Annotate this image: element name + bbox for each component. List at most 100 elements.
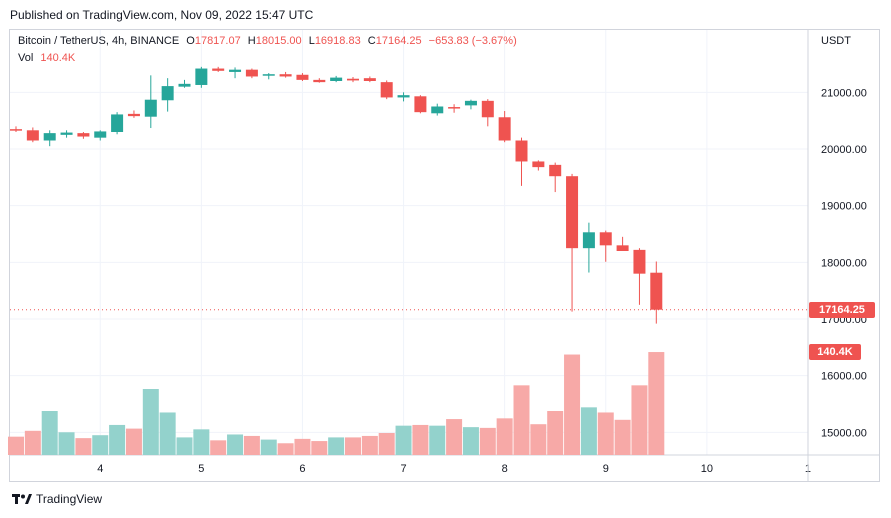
published-caption: Published on TradingView.com, Nov 09, 20… bbox=[10, 8, 314, 22]
high-label: H bbox=[247, 35, 256, 47]
volume-bar bbox=[429, 425, 446, 455]
y-tick-label: 20000.00 bbox=[821, 144, 867, 156]
candle-body bbox=[313, 79, 326, 83]
volume-bar bbox=[328, 437, 345, 455]
candle-body bbox=[10, 129, 22, 131]
volume-bar bbox=[159, 412, 176, 455]
y-tick-label: 19000.00 bbox=[821, 201, 867, 213]
candle-body bbox=[111, 114, 124, 132]
candle-body bbox=[94, 131, 107, 138]
candle-body bbox=[616, 245, 629, 251]
candle-body bbox=[212, 68, 225, 71]
candle-body bbox=[330, 77, 343, 81]
candle-body bbox=[566, 176, 579, 249]
volume-bar bbox=[311, 441, 328, 455]
candle-body bbox=[60, 132, 73, 135]
y-tick-label: 16000.00 bbox=[821, 371, 867, 383]
candle-body bbox=[127, 113, 140, 117]
symbol-label: Bitcoin / TetherUS, 4h, BINANCE bbox=[18, 35, 180, 47]
volume-label: Vol bbox=[18, 52, 34, 64]
candle-body bbox=[397, 95, 410, 98]
volume-bar bbox=[176, 437, 193, 455]
candle-body bbox=[464, 100, 477, 106]
volume-badge: 140.4K bbox=[809, 344, 861, 361]
candle-body bbox=[650, 272, 663, 310]
candle-body bbox=[599, 232, 612, 246]
candle-body bbox=[380, 82, 393, 98]
volume-bar bbox=[41, 411, 58, 455]
candle-body bbox=[431, 106, 444, 114]
candle-body bbox=[363, 78, 376, 81]
volume-bar bbox=[92, 435, 109, 455]
volume-bar bbox=[648, 352, 665, 455]
volume-bar bbox=[580, 407, 597, 455]
symbol-legend: Bitcoin / TetherUS, 4h, BINANCE O17817.0… bbox=[18, 35, 521, 47]
volume-bar bbox=[193, 429, 210, 455]
volume-bar bbox=[547, 411, 564, 455]
candle-body bbox=[347, 78, 359, 81]
x-tick-label: 10 bbox=[701, 463, 713, 475]
high-value: 18015.00 bbox=[255, 35, 302, 47]
open-value: 17817.07 bbox=[194, 35, 241, 47]
tradingview-brand-text: TradingView bbox=[36, 492, 103, 506]
volume-bar bbox=[109, 424, 126, 455]
low-value: 16918.83 bbox=[314, 35, 361, 47]
candle-body bbox=[26, 130, 39, 141]
x-tick-label: 9 bbox=[603, 463, 609, 475]
candle-body bbox=[77, 133, 90, 137]
volume-bar bbox=[58, 432, 75, 455]
volume-bar bbox=[227, 434, 244, 455]
price-unit-label: USDT bbox=[821, 35, 851, 47]
x-tick-label: 5 bbox=[198, 463, 204, 475]
candle-body bbox=[532, 161, 545, 168]
x-tick-label: 4 bbox=[97, 463, 103, 475]
volume-bar bbox=[631, 385, 648, 455]
candle-body bbox=[633, 249, 646, 274]
candle-body bbox=[161, 86, 174, 101]
volume-bar bbox=[530, 424, 547, 455]
candle-body bbox=[549, 164, 562, 177]
volume-bar bbox=[277, 443, 294, 455]
candle-body bbox=[515, 140, 528, 162]
y-tick-label: 18000.00 bbox=[821, 257, 867, 269]
volume-bar bbox=[513, 385, 530, 455]
volume-bar bbox=[125, 428, 142, 455]
volume-bar bbox=[479, 427, 496, 455]
volume-bar bbox=[8, 436, 24, 455]
x-tick-label: 6 bbox=[299, 463, 305, 475]
volume-bar bbox=[142, 389, 159, 455]
close-value: 17164.25 bbox=[375, 35, 422, 47]
volume-bar bbox=[496, 418, 513, 455]
volume-bar bbox=[361, 435, 378, 455]
candle-body bbox=[481, 100, 494, 118]
volume-bar bbox=[243, 435, 260, 455]
volume-bar bbox=[412, 424, 429, 455]
volume-bar bbox=[597, 412, 614, 455]
volume-bar bbox=[260, 439, 277, 455]
volume-legend: Vol 140.4K bbox=[18, 52, 79, 64]
candle-body bbox=[448, 107, 461, 109]
candle-body bbox=[296, 74, 309, 80]
volume-bar bbox=[294, 438, 311, 455]
y-tick-label: 21000.00 bbox=[821, 87, 867, 99]
change-value: −653.83 (−3.67%) bbox=[428, 35, 517, 47]
last-price-badge: 17164.25 bbox=[809, 301, 875, 318]
close-label: C bbox=[367, 35, 376, 47]
footer-branding[interactable]: TradingView bbox=[12, 492, 102, 506]
y-tick-label: 15000.00 bbox=[821, 427, 867, 439]
volume-bar bbox=[345, 437, 361, 455]
volume-bar bbox=[564, 354, 581, 455]
candle-body bbox=[279, 74, 292, 77]
volume-bar bbox=[446, 419, 463, 455]
candle-body bbox=[178, 83, 191, 87]
volume-bar bbox=[378, 433, 395, 455]
x-tick-label: 7 bbox=[400, 463, 406, 475]
candle-body bbox=[414, 96, 427, 113]
volume-bar bbox=[75, 438, 92, 455]
candle-body bbox=[144, 99, 157, 117]
tradingview-logo-icon bbox=[12, 493, 32, 505]
candle-body bbox=[498, 117, 511, 141]
volume-bar bbox=[395, 425, 412, 455]
candle-body bbox=[582, 232, 595, 249]
